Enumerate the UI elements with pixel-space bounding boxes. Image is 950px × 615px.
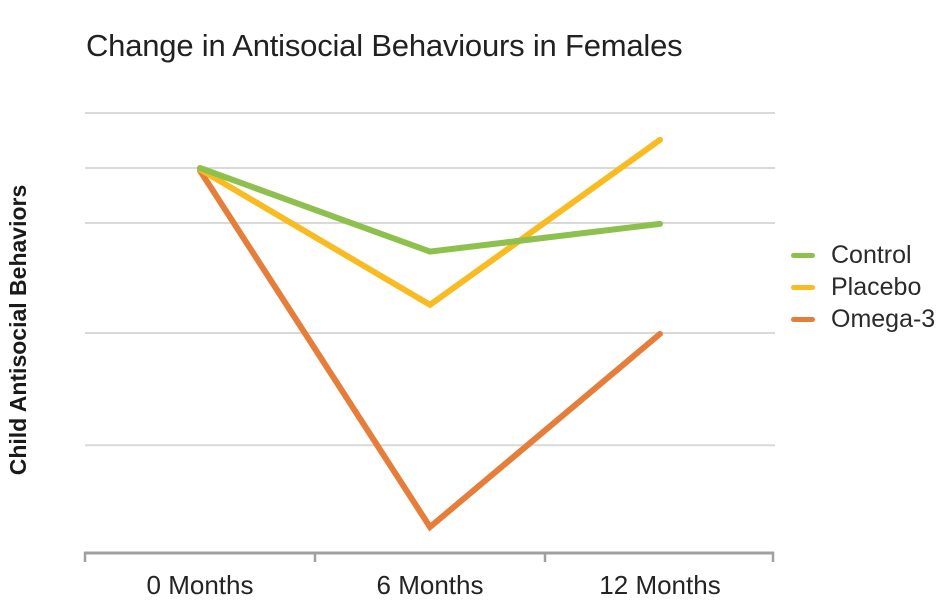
chart-title: Change in Antisocial Behaviours in Femal…: [86, 28, 683, 63]
legend-item-placebo: Placebo: [791, 271, 935, 303]
legend-item-omega3: Omega-3: [791, 303, 935, 335]
control-series-swatch-icon: [791, 252, 815, 258]
x-tick-label-0-months: 0 Months: [146, 570, 254, 600]
series-line-omega3: [197, 167, 663, 532]
omega3-series-swatch-icon: [791, 316, 815, 322]
x-tick-label-6-months: 6 Months: [376, 570, 484, 600]
series-line-placebo: [197, 136, 663, 309]
legend-label-placebo: Placebo: [831, 272, 922, 301]
series-line-control: [197, 165, 663, 255]
legend-label-omega3: Omega-3: [831, 304, 936, 333]
legend: Control Placebo Omega-3: [791, 239, 935, 335]
legend-label-control: Control: [831, 240, 912, 269]
legend-item-control: Control: [791, 239, 935, 271]
placebo-series-swatch-icon: [791, 284, 815, 290]
x-tick-label-12-months: 12 Months: [599, 570, 721, 600]
